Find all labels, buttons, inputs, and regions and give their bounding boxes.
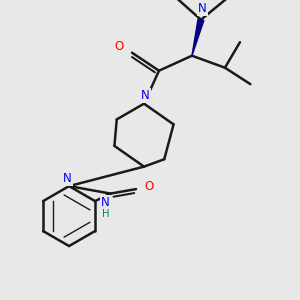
Text: O: O (114, 40, 123, 53)
Polygon shape (192, 19, 204, 56)
Text: N: N (141, 89, 150, 102)
Text: N: N (198, 2, 207, 15)
Text: O: O (145, 180, 154, 193)
Text: H: H (102, 209, 109, 219)
Text: N: N (63, 172, 72, 185)
Text: N: N (101, 196, 110, 209)
